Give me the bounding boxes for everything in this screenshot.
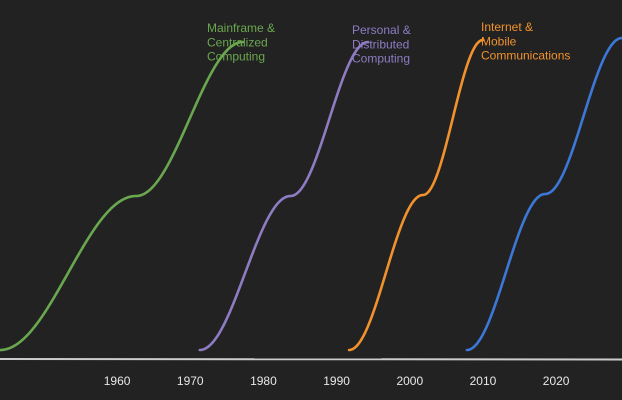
series-label-line: Communications [481,49,570,63]
series-label-line: Computing [352,52,410,66]
series-label-2: Personal & Distributed Computing [352,23,411,66]
series-label-line: Internet & [481,20,533,34]
x-tick-label: 2020 [543,374,570,388]
series-labels: Mainframe & Centralized ComputingPersonal … [207,20,570,66]
x-tick-label: 1970 [177,374,204,388]
series-label-line: Mainframe & [207,21,275,35]
x-tick-label: 2000 [396,374,423,388]
series-label-line: Mobile [481,34,517,48]
series-curve-3 [347,38,485,352]
series-label-line: Computing [207,50,265,64]
series-label-3: Internet & Mobile Communications [481,20,570,63]
series-curve-1 [0,40,245,352]
x-tick-labels: 1960 1970 1980 1990 2000 2010 2020 [104,374,570,388]
x-axis-line [0,358,622,361]
series-label-line: Centralized [207,35,268,49]
s-curves [0,36,622,352]
series-label-line: Personal & [352,23,411,37]
series-label-1: Mainframe & Centralized Computing [207,21,275,64]
x-tick-label: 1960 [104,374,131,388]
x-tick-label: 1980 [250,374,277,388]
series-curve-4 [465,36,622,352]
series-curve-2 [198,40,370,352]
x-tick-label: 1990 [323,374,350,388]
x-tick-label: 2010 [470,374,497,388]
series-label-line: Distributed [352,37,409,51]
